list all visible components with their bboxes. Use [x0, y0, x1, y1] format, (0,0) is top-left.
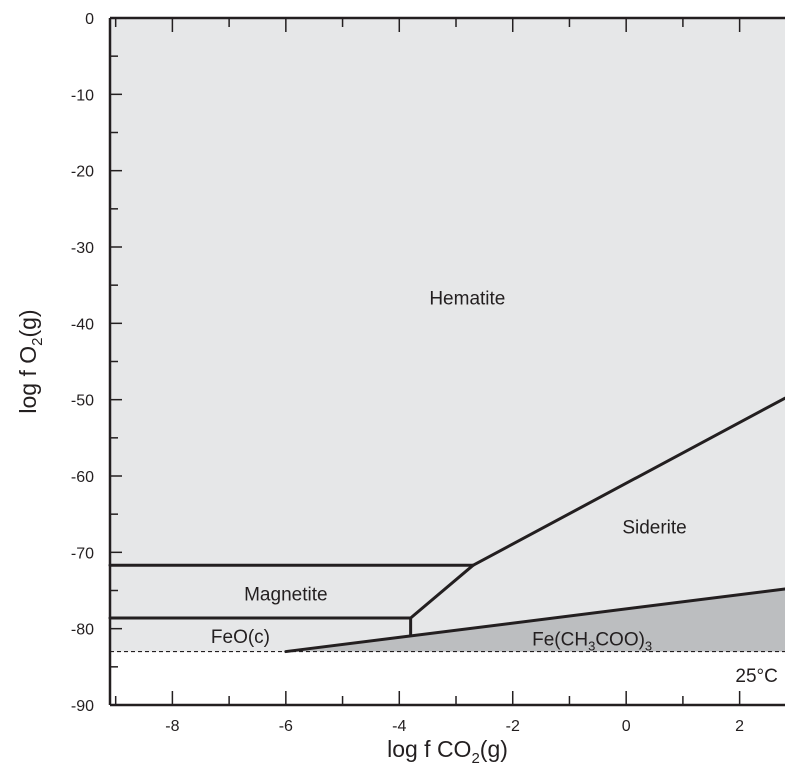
boundary-line-6 [284, 587, 785, 654]
x-axis-title-prefix: log f CO [387, 736, 471, 762]
temperature-annotation: 25°C [735, 666, 777, 687]
x-tick-label: -2 [506, 718, 520, 735]
x-axis-title-suffix: (g) [480, 736, 508, 762]
x-tick-label: 0 [622, 718, 631, 735]
y-axis-title-prefix: log f O [15, 346, 41, 414]
x-axis-ticks: -8 -6 -4 -2 0 2 [114, 18, 744, 735]
field-label-siderite: Siderite [622, 517, 686, 538]
field-label-fe-ch3coo-3: Fe(CH3COO)3 [532, 629, 652, 653]
x-axis-title-subscript: 2 [471, 750, 479, 767]
field-label-feo-c: FeO(c) [211, 627, 270, 648]
y-tick-label: -20 [71, 164, 94, 181]
field-label-hematite: Hematite [429, 288, 505, 309]
field-feo-c [110, 618, 411, 652]
y-tick-label: 0 [85, 11, 94, 28]
y-tick-label: -40 [71, 316, 94, 333]
y-axis-ticks: 0 -10 -20 -30 -40 -50 -60 -70 -80 -90 [71, 11, 122, 715]
field-hematite [110, 18, 785, 566]
y-tick-label: -50 [71, 393, 94, 410]
y-tick-label: -90 [71, 698, 94, 715]
y-axis-title-subscript: 2 [29, 338, 46, 346]
y-tick-label: -60 [71, 469, 94, 486]
field-magnetite [110, 565, 473, 618]
y-axis-title-suffix: (g) [15, 309, 41, 337]
phase-boundaries [108, 396, 785, 654]
y-axis-title: log f O2(g) [15, 309, 46, 413]
y-tick-label: -70 [71, 545, 94, 562]
y-tick-label: -80 [71, 622, 94, 639]
field-labels: Hematite Siderite Magnetite FeO(c) Fe(CH3COO… [211, 288, 687, 653]
field-label-magnetite: Magnetite [244, 584, 327, 605]
x-tick-label: 2 [735, 718, 744, 735]
field-siderite [410, 398, 785, 636]
x-axis-title: log f CO2(g) [387, 736, 508, 767]
boundary-line-2 [471, 396, 785, 567]
x-tick-label: -4 [392, 718, 406, 735]
y-tick-label: -30 [71, 240, 94, 257]
boundary-line-3 [409, 563, 475, 620]
stability-fields [110, 18, 785, 652]
y-tick-label: -10 [71, 87, 94, 104]
x-tick-label: -8 [165, 718, 179, 735]
x-tick-label: -6 [279, 718, 293, 735]
